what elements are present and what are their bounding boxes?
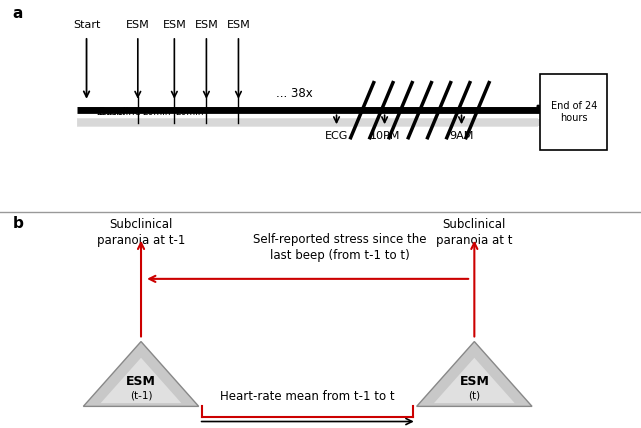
Text: 9AM: 9AM bbox=[449, 131, 474, 141]
Text: Subclinical
paranoia at t-1: Subclinical paranoia at t-1 bbox=[97, 218, 185, 247]
Text: b: b bbox=[13, 216, 24, 231]
Text: 20min: 20min bbox=[96, 108, 124, 117]
Text: Start: Start bbox=[73, 20, 100, 30]
Text: ESM: ESM bbox=[460, 375, 489, 388]
Text: a: a bbox=[13, 6, 23, 21]
Text: ESM: ESM bbox=[126, 375, 156, 388]
Polygon shape bbox=[434, 358, 515, 403]
Text: 10PM: 10PM bbox=[369, 131, 400, 141]
Text: ... 38x: ... 38x bbox=[276, 86, 313, 100]
Text: ESM: ESM bbox=[226, 20, 251, 30]
Text: ESM: ESM bbox=[194, 20, 219, 30]
Text: (t): (t) bbox=[469, 390, 480, 400]
Text: Self-reported stress since the
last beep (from t-1 to t): Self-reported stress since the last beep… bbox=[253, 232, 426, 262]
Polygon shape bbox=[101, 358, 181, 403]
Text: (t-1): (t-1) bbox=[129, 390, 153, 400]
Text: Subclinical
paranoia at t: Subclinical paranoia at t bbox=[436, 218, 513, 247]
Text: End of 24
hours: End of 24 hours bbox=[551, 101, 597, 124]
Text: Baseline: Baseline bbox=[99, 107, 141, 117]
Text: ESM: ESM bbox=[162, 20, 187, 30]
FancyBboxPatch shape bbox=[540, 74, 608, 150]
Polygon shape bbox=[417, 342, 532, 407]
Text: ECG: ECG bbox=[325, 131, 348, 141]
Text: Heart-rate mean from t-1 to t: Heart-rate mean from t-1 to t bbox=[221, 390, 395, 403]
Text: 20min: 20min bbox=[142, 108, 171, 117]
Text: ESM: ESM bbox=[126, 20, 150, 30]
Polygon shape bbox=[83, 342, 199, 407]
Text: 20min: 20min bbox=[176, 108, 204, 117]
